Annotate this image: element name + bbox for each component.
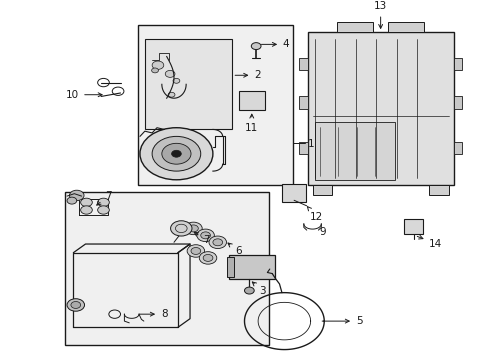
Circle shape (170, 221, 192, 236)
Circle shape (199, 252, 216, 264)
Circle shape (251, 42, 261, 50)
Circle shape (173, 78, 180, 83)
Circle shape (184, 222, 202, 235)
Circle shape (67, 299, 84, 311)
Bar (403, 219, 423, 234)
Circle shape (171, 150, 181, 157)
Text: 13: 13 (373, 1, 386, 28)
Bar (226, 257, 233, 277)
Text: 14: 14 (416, 235, 442, 249)
Circle shape (188, 225, 198, 232)
Bar (298, 96, 307, 109)
Circle shape (140, 128, 212, 180)
Bar (307, 32, 453, 185)
Circle shape (165, 71, 175, 77)
Bar (314, 122, 394, 180)
Bar (282, 184, 305, 202)
Text: 5: 5 (322, 316, 362, 326)
Circle shape (98, 198, 109, 207)
Bar (428, 185, 448, 195)
Bar (238, 91, 265, 111)
Circle shape (81, 198, 92, 207)
Circle shape (201, 232, 210, 239)
Text: 7: 7 (194, 232, 209, 246)
Text: 12: 12 (307, 207, 323, 222)
Text: 9: 9 (319, 228, 326, 237)
Bar (64, 192, 268, 345)
Circle shape (81, 206, 92, 214)
Bar (298, 142, 307, 154)
Bar (453, 96, 461, 109)
Text: 8: 8 (139, 309, 167, 319)
Bar (453, 142, 461, 154)
Text: 10: 10 (66, 90, 102, 100)
Bar (387, 22, 424, 32)
Bar (144, 39, 232, 130)
Text: 2: 2 (235, 70, 260, 80)
Circle shape (152, 61, 163, 69)
Circle shape (151, 68, 158, 73)
Circle shape (71, 301, 81, 309)
Text: 3: 3 (252, 282, 265, 296)
Circle shape (98, 206, 109, 214)
Bar (453, 58, 461, 71)
Bar (298, 58, 307, 71)
Text: 1: 1 (307, 139, 314, 149)
Circle shape (191, 248, 201, 255)
Text: 6: 6 (227, 243, 241, 256)
Circle shape (244, 287, 254, 294)
Bar (228, 255, 275, 279)
Circle shape (67, 197, 77, 204)
Bar (336, 22, 372, 32)
Circle shape (168, 92, 175, 97)
Circle shape (187, 245, 204, 257)
Circle shape (69, 190, 84, 201)
Text: 4: 4 (261, 39, 289, 49)
Text: 7: 7 (97, 191, 111, 205)
Circle shape (208, 236, 226, 248)
Circle shape (197, 229, 214, 242)
Circle shape (203, 255, 212, 261)
Bar (137, 25, 292, 185)
Circle shape (162, 143, 191, 164)
Circle shape (212, 239, 222, 246)
Bar (312, 185, 331, 195)
Bar (73, 253, 178, 327)
Circle shape (152, 136, 201, 171)
Text: 11: 11 (244, 114, 258, 132)
